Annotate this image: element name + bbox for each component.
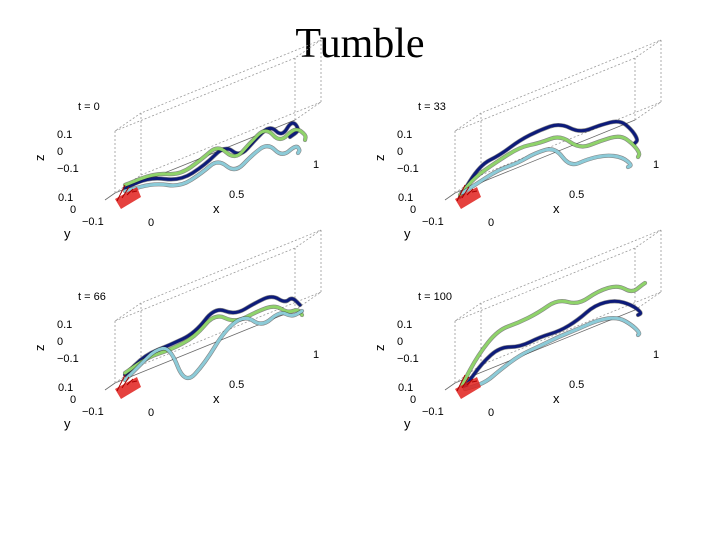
cell-body — [455, 184, 481, 209]
y-tick-label: −0.1 — [82, 406, 104, 418]
cell-body — [455, 374, 481, 399]
y-axis-label: y — [64, 416, 71, 431]
flagellum — [463, 299, 643, 389]
y-tick-label: 0.1 — [398, 192, 413, 204]
x-axis-label: x — [213, 391, 220, 406]
z-tick-label: 0 — [397, 336, 403, 348]
x-tick-label: 1 — [653, 159, 659, 171]
z-axis-label: z — [32, 345, 47, 352]
panel-t33: t = 33 0.1 0 −0.1 z 0.1 0 −0.1 y 0 0.5 1 x — [370, 39, 710, 275]
x-axis-label: x — [213, 201, 220, 216]
z-tick-label: −0.1 — [57, 353, 79, 365]
z-axis-label: z — [32, 155, 47, 162]
flagellum-outline — [457, 119, 640, 200]
flagellum-outline — [462, 299, 643, 390]
y-axis-label: y — [404, 416, 411, 431]
x-tick-label: 0.5 — [229, 189, 244, 201]
z-tick-label: 0 — [397, 146, 403, 158]
panel-t0: t = 0 0.1 0 −0.1 z 0.1 0 −0.1 y 0 0.5 1 x — [30, 39, 370, 275]
y-tick-label: 0.1 — [398, 382, 413, 394]
x-tick-label: 0.5 — [569, 379, 584, 391]
flagellum — [123, 144, 301, 193]
z-tick-label: 0.1 — [397, 319, 412, 331]
flagellum-outline — [457, 134, 642, 198]
z-tick-label: −0.1 — [397, 353, 419, 365]
panel-t100: t = 100 0.1 0 −0.1 z 0.1 0 −0.1 y 0 0.5 1 x — [370, 229, 710, 465]
z-tick-label: 0 — [57, 146, 63, 158]
x-tick-label: 1 — [653, 349, 659, 361]
y-tick-label: 0 — [410, 204, 416, 216]
z-axis-label: z — [372, 345, 387, 352]
flagellum — [458, 135, 641, 197]
flagellum — [460, 281, 647, 387]
z-tick-label: 0.1 — [397, 129, 412, 141]
x-tick-label: 0.5 — [569, 189, 584, 201]
y-tick-label: −0.1 — [82, 216, 104, 228]
y-tick-label: −0.1 — [422, 216, 444, 228]
axes-box — [444, 229, 662, 391]
flagellum — [460, 147, 633, 195]
z-tick-label: −0.1 — [57, 163, 79, 175]
x-tick-label: 1 — [313, 349, 319, 361]
z-tick-label: −0.1 — [397, 163, 419, 175]
x-tick-label: 1 — [313, 159, 319, 171]
panel-t66: t = 66 0.1 0 −0.1 z 0.1 0 −0.1 y 0 0.5 1 x — [30, 229, 370, 465]
z-axis-label: z — [372, 155, 387, 162]
time-label: t = 100 — [418, 291, 452, 303]
x-tick-label: 0 — [148, 217, 154, 229]
y-tick-label: 0 — [410, 394, 416, 406]
time-label: t = 0 — [78, 101, 100, 113]
x-tick-label: 0 — [488, 217, 494, 229]
cell-body — [115, 184, 141, 209]
x-tick-label: 0.5 — [229, 379, 244, 391]
y-tick-label: 0 — [70, 204, 76, 216]
time-label: t = 66 — [78, 291, 106, 303]
flagellum — [123, 309, 304, 382]
flagellum — [458, 120, 639, 199]
z-tick-label: 0 — [57, 336, 63, 348]
slide-title: Tumble — [295, 21, 425, 67]
flagellum — [463, 316, 641, 391]
x-axis-label: x — [553, 201, 560, 216]
y-axis-label: y — [64, 226, 71, 241]
flagellum — [123, 128, 308, 187]
time-label: t = 33 — [418, 101, 446, 113]
y-tick-label: 0 — [70, 394, 76, 406]
y-tick-label: −0.1 — [422, 406, 444, 418]
flagellum-outline — [122, 308, 305, 383]
y-tick-label: 0.1 — [58, 192, 73, 204]
z-tick-label: 0.1 — [57, 129, 72, 141]
x-tick-label: 0 — [488, 407, 494, 419]
x-tick-label: 0 — [148, 407, 154, 419]
cell-body — [115, 374, 141, 399]
x-axis-label: x — [553, 391, 560, 406]
y-axis-label: y — [404, 226, 411, 241]
y-tick-label: 0.1 — [58, 382, 73, 394]
z-tick-label: 0.1 — [57, 319, 72, 331]
